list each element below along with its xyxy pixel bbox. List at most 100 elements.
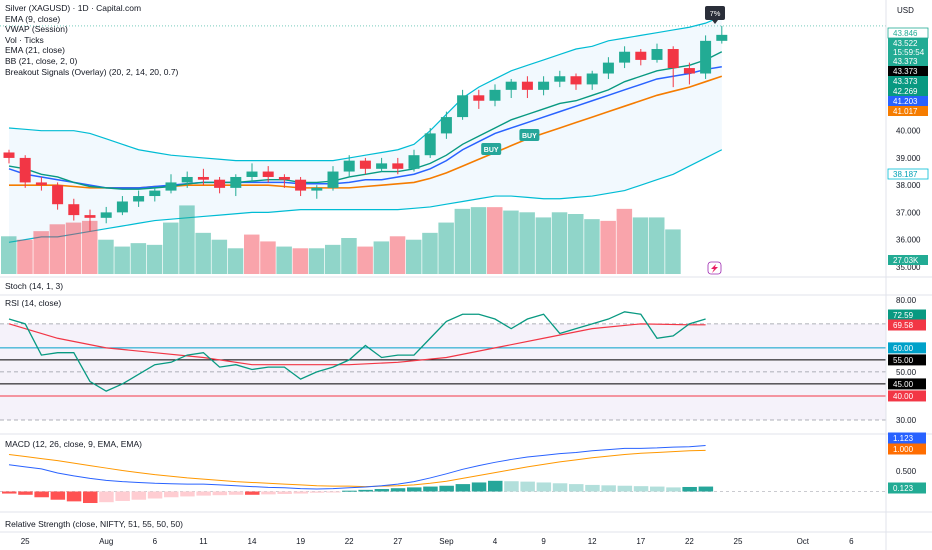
candle-body[interactable] — [700, 40, 712, 74]
candle-body[interactable] — [100, 212, 112, 218]
candle-body[interactable] — [181, 176, 193, 183]
candle-body[interactable] — [570, 76, 582, 85]
legend-vwap[interactable]: VWAP (Session) — [5, 24, 68, 35]
candle-body[interactable] — [538, 81, 550, 90]
rsi-tick-label: 30.00 — [896, 416, 917, 425]
candle-body[interactable] — [133, 196, 145, 202]
macd-histogram-bar — [115, 491, 130, 501]
time-tick-label: 9 — [541, 537, 546, 546]
volume-bar — [276, 246, 292, 274]
buy-signal-badge — [519, 129, 540, 141]
candle-body[interactable] — [343, 160, 355, 172]
price-tag — [888, 38, 928, 48]
volume-bar — [503, 210, 519, 274]
candle-body[interactable] — [311, 187, 323, 191]
time-tick-label: 11 — [199, 537, 208, 546]
candle-body[interactable] — [327, 171, 339, 188]
volume-bar — [98, 239, 114, 274]
candle-body[interactable] — [457, 95, 469, 118]
candle-body[interactable] — [602, 62, 614, 74]
volume-bar — [163, 222, 179, 274]
candle-body[interactable] — [19, 157, 31, 183]
rsi-value-tag — [888, 309, 926, 321]
macd-histogram-bar — [536, 482, 552, 492]
candle-body[interactable] — [149, 190, 161, 197]
price-tag — [887, 168, 929, 180]
candle-body[interactable] — [165, 182, 177, 191]
volume-bar — [82, 220, 98, 274]
macd-histogram-bar — [245, 491, 260, 495]
legend-breakout[interactable]: Breakout Signals (Overlay) (20, 2, 14, 2… — [5, 66, 179, 77]
buy-signal-label: BUY — [522, 133, 537, 140]
candle-body[interactable] — [3, 152, 15, 158]
macd-histogram-bar — [358, 489, 373, 492]
macd-value-tag — [888, 443, 926, 455]
macd-histogram-bar — [650, 486, 665, 492]
candle-body[interactable] — [84, 215, 96, 218]
candle-body[interactable] — [473, 95, 485, 101]
candle-body[interactable] — [197, 176, 209, 180]
candle-body[interactable] — [635, 51, 647, 60]
macd-histogram-bar — [374, 489, 390, 492]
candle-body[interactable] — [359, 160, 371, 169]
macd-value-tag — [888, 432, 926, 444]
volume-bar — [600, 220, 616, 274]
candle-body[interactable] — [376, 163, 388, 169]
rsi-value-tag — [888, 319, 926, 331]
candle-body[interactable] — [716, 34, 728, 41]
candle-body[interactable] — [489, 89, 501, 101]
volume-bar — [33, 231, 49, 274]
candle-body[interactable] — [246, 171, 258, 177]
candle-body[interactable] — [440, 117, 452, 134]
macd-histogram-bar — [66, 491, 82, 502]
price-tick-label: 39.000 — [896, 154, 921, 163]
volume-bar — [454, 208, 471, 274]
legend-volume[interactable]: Vol · Ticks — [5, 34, 44, 45]
price-tag-text: 43.373 — [893, 67, 918, 76]
volume-bar — [1, 236, 17, 274]
candle-body[interactable] — [554, 76, 566, 82]
volume-bar — [373, 241, 390, 274]
candle-body[interactable] — [586, 73, 598, 85]
legend-ema21[interactable]: EMA (21, close) — [5, 45, 65, 56]
candle-body[interactable] — [505, 81, 517, 90]
macd-histogram-bar — [617, 485, 633, 492]
price-tag — [888, 47, 928, 57]
candles[interactable] — [3, 25, 728, 232]
candle-body[interactable] — [392, 163, 404, 169]
candle-body[interactable] — [52, 185, 64, 205]
candle-body[interactable] — [262, 171, 274, 177]
candle-body[interactable] — [667, 49, 679, 69]
rsi-label[interactable]: RSI (14, close) — [5, 298, 62, 308]
relative-strength-label[interactable]: Relative Strength (close, NIFTY, 51, 55,… — [5, 519, 183, 529]
macd-histogram-bar — [212, 491, 228, 496]
candle-body[interactable] — [35, 182, 47, 186]
rsi-level-tag — [888, 342, 926, 354]
candle-body[interactable] — [214, 179, 226, 188]
candle-body[interactable] — [408, 155, 420, 169]
macd-histogram-bar — [164, 491, 179, 498]
macd-histogram-bar — [131, 491, 147, 500]
time-tick-label: 4 — [493, 537, 498, 546]
candle-body[interactable] — [278, 176, 290, 180]
candle-body[interactable] — [619, 51, 631, 63]
candle-body[interactable] — [651, 49, 663, 60]
rsi-level-tag-text: 55.00 — [893, 356, 914, 365]
candle-body[interactable] — [116, 201, 128, 213]
stoch-label[interactable]: Stoch (14, 1, 3) — [5, 281, 64, 291]
volume-bar — [568, 214, 584, 274]
legend-bb[interactable]: BB (21, close, 2, 0) — [5, 55, 78, 66]
macd-histogram-bar — [228, 491, 244, 495]
legend-ema9[interactable]: EMA (9, close) — [5, 13, 61, 24]
candle-body[interactable] — [683, 68, 695, 74]
rsi-value-tag-text: 69.58 — [893, 321, 914, 330]
candle-body[interactable] — [230, 176, 242, 188]
candle-body[interactable] — [295, 179, 307, 191]
candle-body[interactable] — [424, 133, 436, 156]
candle-body[interactable] — [521, 81, 533, 90]
macd-histogram-bar — [83, 491, 98, 504]
macd-label[interactable]: MACD (12, 26, close, 9, EMA, EMA) — [5, 439, 142, 449]
legend-title[interactable]: Silver (XAGUSD) · 1D · Capital.com — [5, 3, 142, 13]
candle-body[interactable] — [68, 204, 80, 216]
